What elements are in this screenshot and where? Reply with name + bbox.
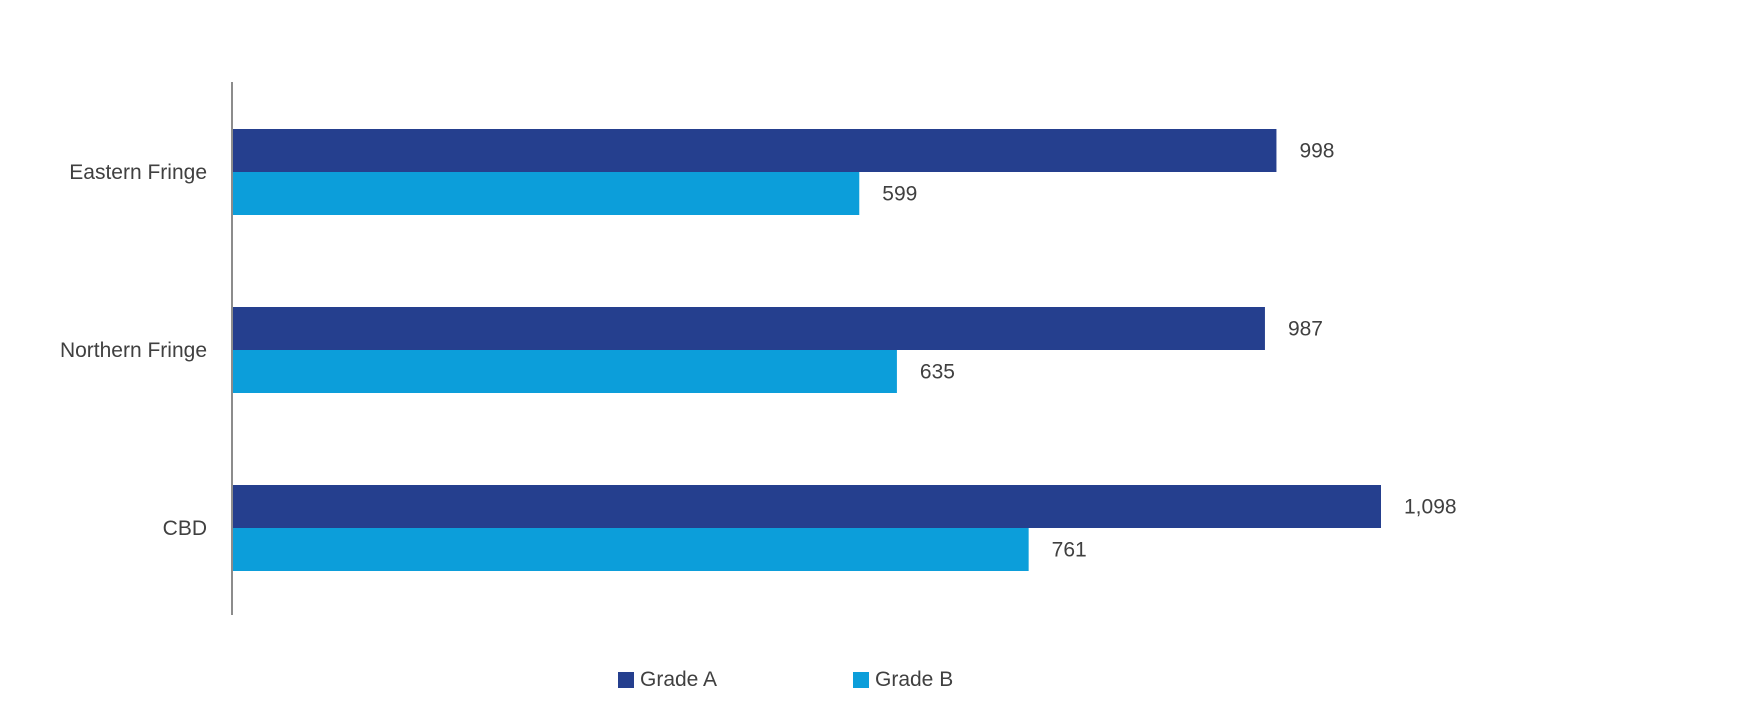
bar-grade-b-northern-fringe: [233, 350, 897, 393]
bar-grade-b-cbd: [233, 528, 1029, 571]
data-label-grade-b-cbd: 761: [1052, 539, 1087, 562]
data-label-grade-a-cbd: 1,098: [1404, 496, 1457, 519]
category-label-cbd: CBD: [163, 517, 207, 540]
data-label-grade-b-northern-fringe: 635: [920, 361, 955, 384]
legend: Grade A Grade B: [0, 664, 1751, 696]
legend-item-grade-b: Grade B: [853, 664, 953, 696]
bar-grade-a-northern-fringe: [233, 307, 1265, 350]
bars-group: [233, 129, 1381, 571]
data-label-grade-a-eastern-fringe: 998: [1299, 140, 1334, 163]
legend-label-grade-a: Grade A: [640, 668, 718, 691]
legend-swatch-grade-a: [618, 672, 634, 688]
category-label-eastern-fringe: Eastern Fringe: [69, 161, 207, 184]
data-label-grade-b-eastern-fringe: 599: [882, 183, 917, 206]
bar-grade-a-eastern-fringe: [233, 129, 1277, 172]
legend-swatch-grade-b: [853, 672, 869, 688]
legend-label-grade-b: Grade B: [875, 668, 954, 691]
data-label-grade-a-northern-fringe: 987: [1288, 318, 1323, 341]
bar-grade-b-eastern-fringe: [233, 172, 860, 215]
labels-group: Eastern Fringe 998 599 Northern Fringe 987 63…: [60, 140, 1457, 562]
legend-item-grade-a: Grade A: [618, 664, 717, 696]
category-label-northern-fringe: Northern Fringe: [60, 339, 207, 362]
bar-grade-a-cbd: [233, 485, 1381, 528]
